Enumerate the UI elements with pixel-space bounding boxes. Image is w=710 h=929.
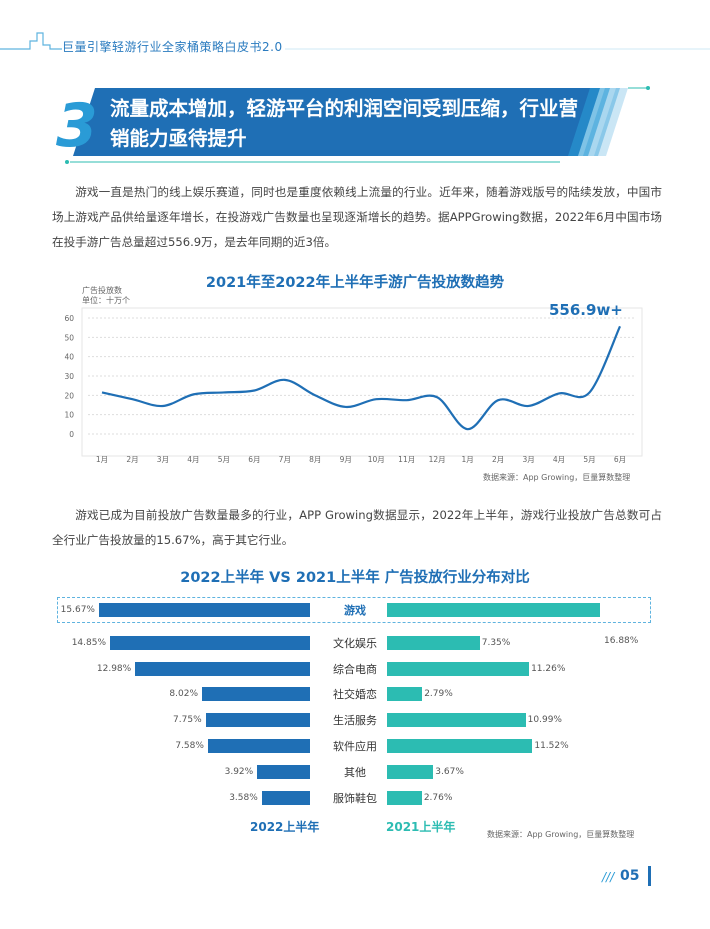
x-tick-label: 5月 xyxy=(583,455,595,464)
bar-2021-label: 3.67% xyxy=(435,767,464,777)
x-tick-label: 2月 xyxy=(492,455,504,464)
bar-2022-label: 8.02% xyxy=(169,689,198,699)
x-tick-label: 1月 xyxy=(96,455,108,464)
bar-2021 xyxy=(387,687,423,701)
x-tick-label: 7月 xyxy=(279,455,291,464)
bar-2021-label: 2.76% xyxy=(423,793,453,803)
bar-2022-label: 15.67% xyxy=(60,605,95,615)
category-label: 服饰鞋包 xyxy=(333,792,377,805)
y-tick-label: 60 xyxy=(64,314,74,323)
x-tick-label: 10月 xyxy=(368,455,385,464)
y-tick-label: 20 xyxy=(64,391,74,400)
bar-2022-label: 14.85% xyxy=(71,638,107,648)
x-tick-label: 3月 xyxy=(157,455,169,464)
x-tick-label: 4月 xyxy=(553,455,565,464)
bar-2021-label: 11.26% xyxy=(531,664,566,674)
bar-2021 xyxy=(387,662,530,676)
header-title: 巨量引擎轻游行业全家桶策略白皮书2.0 xyxy=(62,40,283,54)
x-tick-label: 12月 xyxy=(429,455,446,464)
bar-2021 xyxy=(387,739,533,753)
y-tick-label: 30 xyxy=(64,372,74,381)
bar-2021 xyxy=(387,791,422,805)
category-label: 软件应用 xyxy=(333,740,377,753)
bar-2022 xyxy=(261,791,310,805)
x-tick-label: 2月 xyxy=(126,455,138,464)
series-line xyxy=(101,325,621,431)
bar-2022 xyxy=(99,603,310,617)
y-tick-label: 50 xyxy=(64,333,74,342)
chart1-source: 数据来源：App Growing，巨量算数整理 xyxy=(483,473,631,482)
bar-2021 xyxy=(387,713,526,727)
chart1-title: 2021年至2022年上半年手游广告投放数趋势 xyxy=(205,275,505,291)
bar-2021 xyxy=(387,765,434,779)
bar-2021-label: 10.99% xyxy=(527,715,562,725)
header-decoration xyxy=(0,32,710,164)
x-tick-label: 4月 xyxy=(187,455,199,464)
bar-2021-label: 7.35% xyxy=(481,638,511,648)
category-label: 社交婚恋 xyxy=(333,688,377,701)
section-number: 3 xyxy=(56,91,98,161)
page-number: 05 xyxy=(620,868,640,884)
chart1-frame xyxy=(81,307,643,457)
bar-2022-label: 3.58% xyxy=(229,793,258,803)
bar-2022 xyxy=(135,662,310,676)
bar-2022 xyxy=(257,765,310,779)
x-tick-label: 5月 xyxy=(218,455,230,464)
paragraph-1: 游戏一直是热门的线上娱乐赛道，同时也是重度依赖线上流量的行业。近年来，随着游戏版… xyxy=(52,185,662,249)
chart1-unit: 单位：十万个 xyxy=(82,296,130,305)
chart2-source: 数据来源：App Growing，巨量算数整理 xyxy=(487,830,635,839)
category-label: 其他 xyxy=(344,766,366,779)
bar-2021 xyxy=(387,603,600,617)
bar-2021-label: 16.88% xyxy=(604,636,639,646)
bar-2022-label: 7.75% xyxy=(173,715,202,725)
bar-2021-label: 11.52% xyxy=(534,741,569,751)
line-chart: 0 10 20 30 40 50 60 1月 2月 3月 4月 5月 6月 7月 8月 9月 10月 11月 12月… xyxy=(64,307,643,464)
bar-2021 xyxy=(387,636,480,650)
category-label: 综合电商 xyxy=(333,663,377,676)
x-tick-label: 8月 xyxy=(309,455,321,464)
x-tick-label: 6月 xyxy=(248,455,260,464)
legend-2021: 2021上半年 xyxy=(386,820,456,834)
category-label: 文化娱乐 xyxy=(333,637,377,650)
legend-2022: 2022上半年 xyxy=(250,820,320,834)
page-slashes: /// xyxy=(602,870,615,884)
chart1-annotation: 556.9w+ xyxy=(549,301,623,319)
y-tick-label: 40 xyxy=(64,353,74,362)
y-tick-label: 0 xyxy=(69,430,74,439)
x-tick-label: 1月 xyxy=(462,455,474,464)
x-tick-label: 3月 xyxy=(522,455,534,464)
page-marker xyxy=(648,866,651,886)
chart2-title: 2022上半年 VS 2021上半年 广告投放行业分布对比 xyxy=(180,570,530,586)
x-tick-label: 6月 xyxy=(614,455,626,464)
bar-2022 xyxy=(110,636,310,650)
section-title: 流量成本增加，轻游平台的利润空间受到压缩，行业营销能力亟待提升 xyxy=(110,97,579,150)
bar-2021-label: 2.79% xyxy=(424,689,453,699)
bar-2022 xyxy=(207,739,310,753)
highlight-box xyxy=(57,597,651,623)
chart1-ylabel: 广告投放数 xyxy=(82,286,122,295)
x-tick-label: 11月 xyxy=(398,455,415,464)
x-tick-label: 9月 xyxy=(340,455,352,464)
bar-2022-label: 12.98% xyxy=(96,664,132,674)
bar-2022 xyxy=(205,713,310,727)
bar-2022 xyxy=(202,687,310,701)
paragraph-2: 游戏已成为目前投放广告数量最多的行业，APP Growing数据显示，2022年… xyxy=(52,508,662,547)
y-tick-label: 10 xyxy=(64,411,74,420)
category-label: 游戏 xyxy=(344,604,366,617)
bar-2022-label: 3.92% xyxy=(224,767,254,777)
bar-2022-label: 7.58% xyxy=(175,741,204,751)
category-label: 生活服务 xyxy=(333,714,377,727)
